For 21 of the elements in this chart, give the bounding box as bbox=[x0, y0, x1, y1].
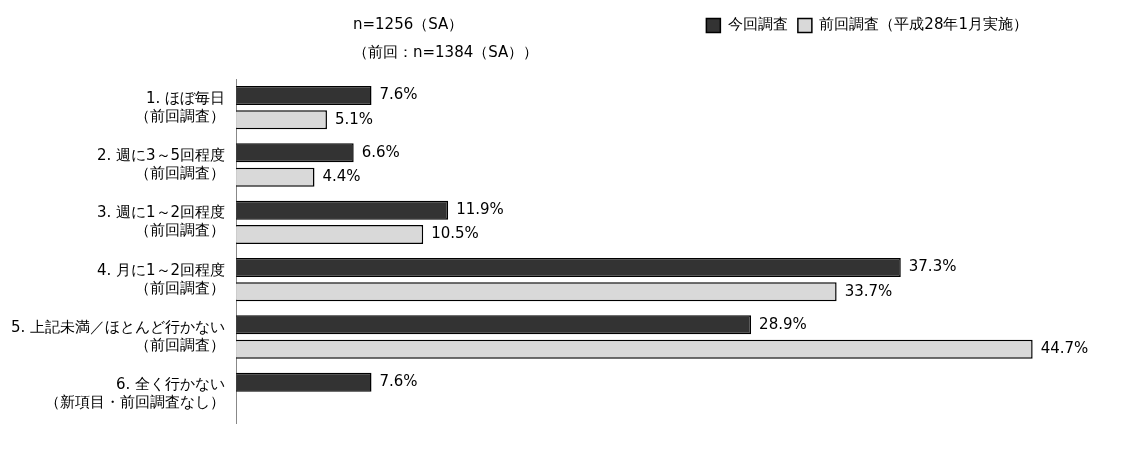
y-tick-label: 4. 月に1～2回程度（前回調査） bbox=[96, 260, 226, 297]
y-tick-label: 2. 週に3～5回程度（前回調査） bbox=[96, 145, 226, 182]
text: n=1256（SA） bbox=[353, 14, 465, 35]
data-label: 5.1% bbox=[334, 109, 374, 128]
y-tick-label: 3. 週に1～2回程度（前回調査） bbox=[96, 203, 226, 240]
data-label: 28.9% bbox=[759, 314, 807, 333]
y-tick-label: 5. 上記未満／ほとんど行かない（前回調査） bbox=[10, 317, 226, 354]
legend-label: 前回調査（平成28年1月実施） bbox=[819, 15, 1029, 34]
data-label: 37.3% bbox=[908, 257, 957, 276]
data-label: 6.6% bbox=[361, 142, 400, 161]
data-label: 33.7% bbox=[844, 281, 893, 300]
y-tick-label: 6. 全く行かない（新項目・前回調査なし） bbox=[45, 375, 226, 412]
data-label: 10.5% bbox=[431, 224, 479, 243]
y-tick-label: 1. ほぼ毎日（前回調査） bbox=[135, 88, 226, 125]
data-label: 7.6% bbox=[379, 85, 418, 104]
legend-label: 今回調査 bbox=[727, 15, 788, 34]
text: （前回：n=1384（SA）） bbox=[353, 42, 539, 63]
data-label: 11.9% bbox=[456, 200, 504, 219]
data-label: 4.4% bbox=[322, 167, 361, 186]
data-label: 44.7% bbox=[1040, 339, 1089, 358]
data-label: 7.6% bbox=[379, 372, 418, 391]
